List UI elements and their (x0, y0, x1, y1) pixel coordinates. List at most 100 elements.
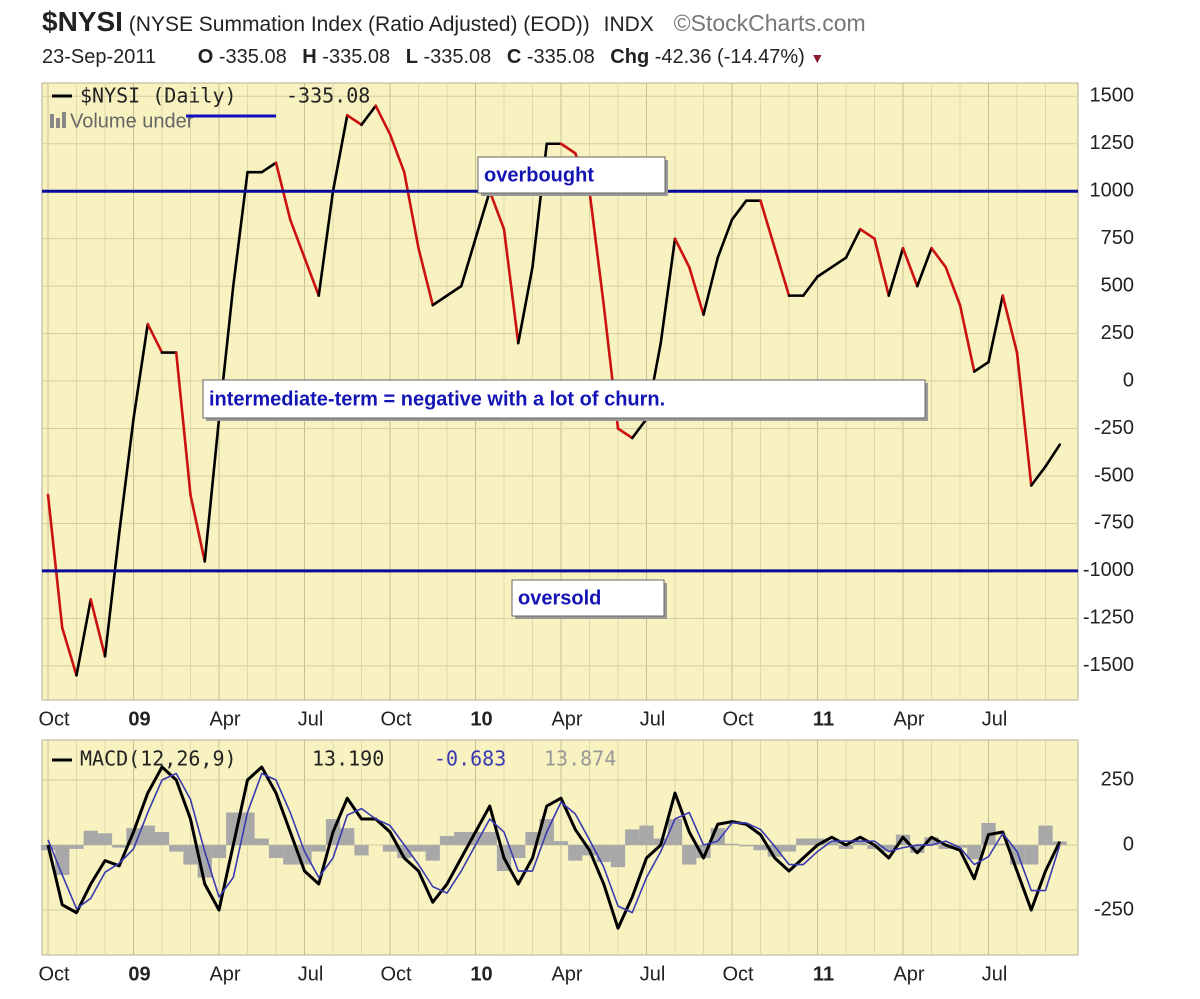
x-tick-label: Oct (722, 963, 754, 985)
line-segment (759, 199, 777, 250)
line-segment (174, 351, 192, 497)
y-tick-label: -1000 (1083, 559, 1134, 581)
y-tick-label: -750 (1094, 512, 1134, 534)
histogram-bar (183, 845, 198, 865)
line-segment (1015, 351, 1033, 487)
histogram-bar (382, 845, 398, 852)
line-segment (816, 265, 834, 278)
open-label: O (197, 46, 214, 68)
legend-value: -0.683 (434, 747, 506, 771)
line-segment (75, 598, 93, 677)
line-segment (417, 246, 435, 307)
histogram-bar (69, 845, 84, 849)
x-tick-label: Oct (380, 963, 412, 985)
y-tick-label: -1250 (1083, 607, 1134, 629)
histogram-bar (354, 845, 369, 856)
x-tick-label: Apr (209, 963, 240, 985)
line-segment (89, 598, 107, 658)
line-segment (459, 237, 477, 288)
histogram-bar (482, 832, 497, 846)
high-label: H (302, 46, 317, 68)
volume-icon (50, 114, 54, 128)
histogram-bar (810, 838, 825, 846)
line-segment (687, 265, 705, 316)
x-tick-label: Oct (380, 708, 412, 730)
histogram-bar (967, 845, 982, 860)
line-segment (844, 227, 862, 259)
histogram-bar (682, 845, 697, 865)
y-tick-label: -250 (1094, 417, 1134, 439)
close-label: C (506, 46, 522, 68)
y-tick-label: 250 (1101, 322, 1134, 344)
legend-value: 13.190 (312, 747, 384, 771)
line-segment (103, 531, 121, 658)
histogram-bar (1038, 825, 1053, 846)
histogram-bar (924, 837, 939, 846)
line-segment (431, 294, 449, 307)
histogram-bar (468, 832, 483, 846)
line-segment (288, 218, 306, 259)
line-segment (673, 237, 691, 269)
annotation: intermediate-term = negative with a lot … (209, 388, 665, 410)
x-tick-label: Jul (298, 708, 324, 730)
line-segment (901, 246, 919, 288)
reference-label-box (511, 579, 665, 617)
histogram-bar (268, 845, 284, 859)
x-tick-label: 10 (470, 708, 492, 730)
line-segment (801, 275, 819, 297)
y-tick-label: 750 (1101, 227, 1134, 249)
line-segment (659, 237, 677, 345)
x-tick-label: 09 (128, 963, 150, 985)
x-tick-label: Apr (551, 708, 582, 730)
histogram-bar (411, 845, 426, 852)
line-segment (887, 246, 905, 297)
change-label: Chg (610, 46, 650, 68)
x-tick-label: 10 (470, 963, 492, 985)
histogram-bar (1024, 845, 1039, 865)
open: -335.08 (218, 46, 287, 68)
y-tick-label: -500 (1094, 464, 1134, 486)
line-segment (360, 104, 378, 127)
histogram-bar (767, 845, 782, 857)
y-tick-label: 0 (1123, 833, 1134, 855)
y-tick-label: 500 (1101, 274, 1134, 296)
line-segment (702, 256, 720, 316)
line-segment (1044, 443, 1062, 468)
histogram-bar (439, 835, 455, 846)
y-tick-label: 250 (1101, 768, 1134, 790)
histogram-bar (781, 845, 797, 852)
x-tick-label: Jul (640, 963, 666, 985)
line-segment (559, 142, 577, 155)
x-tick-label: Jul (298, 963, 324, 985)
y-tick-label: 1500 (1090, 85, 1135, 107)
x-tick-label: 11 (813, 963, 834, 985)
line-segment (716, 218, 734, 259)
line-segment (60, 626, 78, 677)
line-segment (588, 189, 606, 307)
histogram-bar (639, 825, 654, 846)
line-segment (189, 493, 207, 563)
symbol: $NYSI (42, 6, 123, 37)
line-segment (873, 237, 891, 297)
down-arrow: ▼ (810, 50, 825, 66)
line-segment (388, 132, 406, 174)
histogram-bar (952, 845, 968, 848)
line-segment (46, 493, 64, 630)
line-segment (260, 161, 278, 174)
histogram-bar (226, 812, 241, 846)
volume-icon (62, 112, 66, 128)
histogram-bar (610, 845, 626, 868)
histogram-bar (254, 838, 269, 846)
x-tick-label: Apr (209, 708, 240, 730)
line-segment (773, 246, 791, 297)
x-tick-label: Jul (982, 963, 1008, 985)
histogram-bar (240, 812, 255, 846)
line-segment (516, 265, 534, 345)
histogram-bar (553, 841, 569, 846)
histogram-bar (112, 845, 127, 848)
reference-label-box (477, 156, 666, 194)
histogram-bar (55, 845, 70, 875)
line-segment (858, 227, 876, 240)
